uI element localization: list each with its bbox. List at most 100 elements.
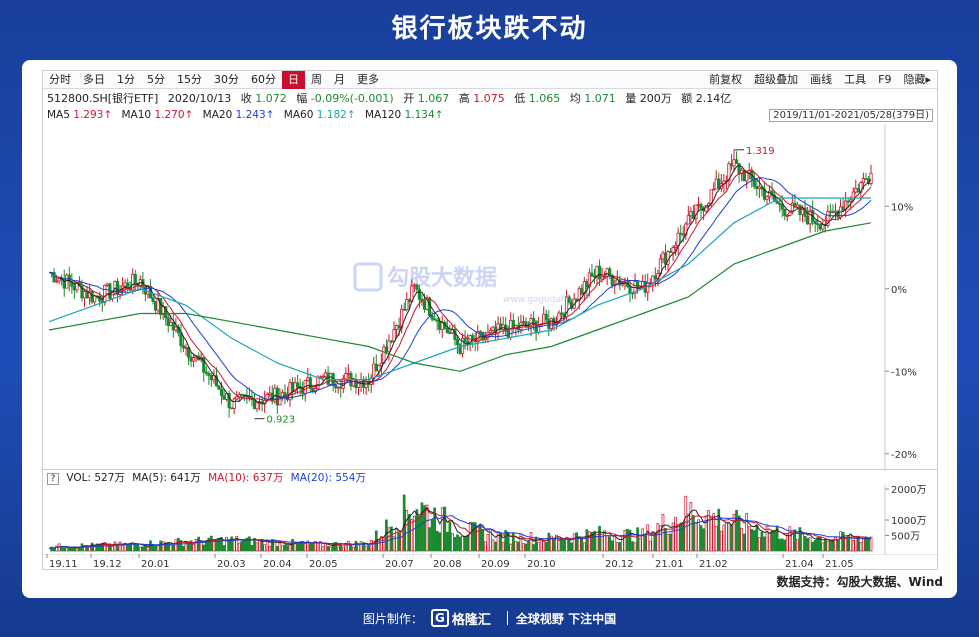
tool-button-5[interactable]: 隐藏▸	[903, 72, 931, 86]
volume-bar	[765, 525, 769, 552]
tool-button-4[interactable]: F9	[878, 72, 892, 86]
candle-body	[686, 215, 690, 225]
volume-bar	[220, 537, 223, 552]
volume-bar	[610, 540, 614, 552]
volume-bar	[433, 507, 436, 552]
period-tab-8[interactable]: 周	[311, 72, 322, 86]
ma20-value: 1.243↑	[235, 109, 275, 121]
volume-bar	[75, 547, 79, 552]
volume-bar	[808, 537, 812, 552]
candle-body	[448, 332, 452, 335]
volume-bar	[329, 546, 332, 552]
volume-bar	[303, 542, 307, 552]
volume-bar	[725, 522, 728, 552]
candle-body	[372, 363, 376, 379]
volume-bar	[407, 514, 411, 552]
volume-bar	[136, 543, 140, 552]
volume-bar	[514, 541, 518, 552]
volume-bar	[215, 540, 218, 552]
low-value: 1.065	[528, 92, 561, 105]
period-tab-1[interactable]: 多日	[83, 72, 105, 86]
tool-button-3[interactable]: 工具	[844, 72, 867, 86]
volume-bar	[796, 539, 799, 552]
volume-bar	[397, 532, 401, 552]
candle-body	[514, 325, 518, 329]
volume-bar	[88, 546, 91, 552]
candle-body	[567, 296, 571, 303]
candle-body	[559, 312, 564, 315]
volume-bar	[747, 526, 751, 552]
watermark-text: 勾股大数据	[387, 265, 497, 291]
volume-bar	[732, 513, 736, 552]
ma-legend: MA5 1.293↑ MA10 1.270↑ MA20 1.243↑ MA60 …	[43, 107, 937, 124]
volume-bar	[582, 542, 586, 552]
volume-bar	[517, 541, 520, 552]
candle-body	[433, 318, 437, 321]
candle-body	[412, 284, 416, 287]
candle-body	[542, 313, 546, 325]
candle-body	[164, 306, 168, 319]
volume-bar	[524, 543, 528, 552]
volume-bar	[494, 541, 497, 552]
candle-body	[151, 297, 155, 302]
volume-bar	[816, 536, 820, 552]
volume-bar	[113, 541, 117, 552]
volume-bar	[692, 515, 695, 552]
volume-bar	[232, 539, 236, 552]
period-tab-6[interactable]: 60分	[251, 72, 276, 86]
volume-bar	[62, 547, 66, 552]
candle-body	[217, 385, 221, 390]
period-tab-7[interactable]: 日	[282, 70, 305, 89]
volume-bar	[438, 532, 442, 552]
volume-bar	[362, 542, 365, 552]
volume-bar	[684, 495, 688, 552]
candle-body	[785, 215, 789, 217]
tool-button-1[interactable]: 超级叠加	[754, 72, 799, 86]
x-tick-label: 20.09	[481, 559, 510, 570]
candle-body	[849, 199, 853, 202]
candle-body	[646, 282, 650, 293]
volume-bar	[862, 537, 865, 552]
volume-bar	[237, 542, 241, 552]
volume-bar	[841, 531, 845, 552]
volume-bar	[839, 531, 842, 552]
volume-bar	[735, 509, 738, 552]
tool-button-0[interactable]: 前复权	[709, 72, 743, 86]
volume-bar	[648, 540, 652, 552]
candle-body	[783, 208, 787, 216]
volume-bar	[164, 542, 168, 552]
x-tick-label: 20.03	[217, 559, 246, 570]
volume-bar	[204, 540, 208, 552]
avg-label: 均	[569, 92, 581, 105]
candle-body	[846, 200, 850, 203]
volume-bar	[430, 519, 434, 552]
candle-body	[788, 211, 792, 216]
volume-bar	[722, 524, 726, 552]
candle-body	[732, 159, 736, 167]
help-icon[interactable]: ?	[47, 473, 59, 485]
date-range-selector[interactable]: 2019/11/01-2021/05/28(379日)	[769, 109, 933, 122]
volume-bar	[210, 535, 213, 552]
volume-bar	[694, 522, 698, 552]
period-tab-2[interactable]: 1分	[117, 72, 135, 86]
period-tab-9[interactable]: 月	[334, 72, 345, 86]
period-tab-4[interactable]: 15分	[177, 72, 202, 86]
candle-body	[219, 388, 224, 397]
volume-bar	[364, 545, 368, 552]
candle-body	[587, 272, 591, 288]
candle-body	[296, 382, 300, 388]
period-tab-3[interactable]: 5分	[147, 72, 165, 86]
price-tick-label: 0%	[891, 285, 907, 296]
period-tab-10[interactable]: 更多	[357, 72, 379, 86]
volume-bar	[823, 539, 827, 552]
candle-body	[727, 163, 731, 182]
volume-bar	[588, 531, 591, 552]
candle-body	[435, 319, 439, 322]
volume-bar	[466, 534, 469, 552]
volume-bar	[547, 532, 551, 552]
candle-body	[511, 320, 515, 329]
period-tab-0[interactable]: 分时	[49, 72, 71, 86]
tool-button-2[interactable]: 画线	[810, 72, 833, 86]
volume-bar	[255, 542, 259, 552]
period-tab-5[interactable]: 30分	[214, 72, 239, 86]
